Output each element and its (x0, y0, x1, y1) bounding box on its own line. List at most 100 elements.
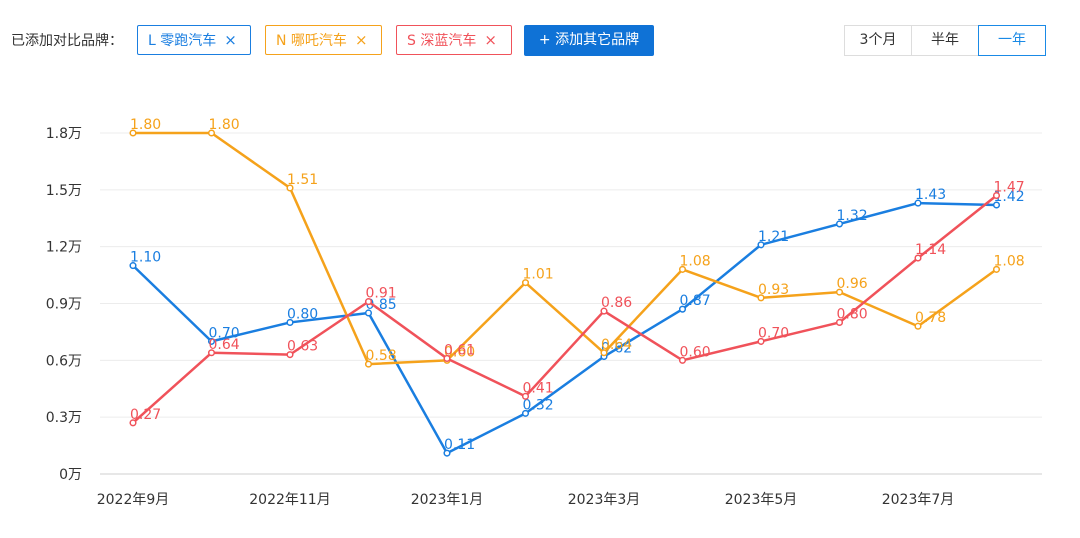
data-label: 0.64 (601, 337, 632, 353)
data-point[interactable] (286, 184, 294, 192)
data-point[interactable] (521, 392, 530, 400)
data-label: 1.42 (994, 189, 1025, 205)
data-point[interactable] (286, 318, 294, 326)
data-label: 0.70 (209, 325, 240, 341)
data-label: 1.01 (523, 267, 554, 283)
y-tick-label: 0万 (59, 467, 82, 483)
data-point[interactable] (600, 307, 608, 315)
data-label: 0.11 (444, 437, 475, 453)
compare-label: 已添加对比品牌： (11, 33, 123, 49)
x-tick-label: 2022年9月 (97, 492, 170, 508)
series-line (132, 201, 997, 455)
data-point[interactable] (207, 337, 216, 345)
series-2: 1.80 1.80 1.51 0.58 0.60 1.01 0.64 1.08 0.93 0.96… (129, 117, 1025, 368)
x-tick-label: 2023年5月 (725, 492, 798, 508)
range-3-months-button[interactable]: 3个月 (844, 25, 912, 56)
data-label: 1.08 (680, 253, 711, 269)
x-tick-label: 2023年7月 (882, 492, 955, 508)
y-tick-label: 0.3万 (46, 410, 82, 426)
x-tick-label: 2023年3月 (568, 492, 641, 508)
y-tick-label: 1.5万 (46, 183, 82, 199)
data-point[interactable] (992, 265, 1001, 273)
grid-lines (100, 132, 1042, 475)
data-point[interactable] (521, 279, 530, 287)
data-point[interactable] (443, 354, 451, 362)
data-point[interactable] (129, 262, 137, 270)
x-tick-label: 2022年11月 (249, 492, 330, 508)
close-icon[interactable]: × (484, 31, 497, 49)
data-point[interactable] (129, 419, 137, 427)
close-icon[interactable]: × (224, 31, 237, 49)
series-3: 0.27 0.64 0.63 0.91 0.61 0.41 0.86 0.60 0.70 0.80… (129, 180, 1025, 427)
data-point[interactable] (678, 265, 687, 273)
data-point[interactable] (992, 201, 1001, 209)
data-label: 1.47 (994, 180, 1025, 196)
y-tick-label: 0.9万 (46, 297, 82, 313)
data-label: 0.93 (758, 282, 789, 298)
data-point[interactable] (129, 129, 137, 137)
data-label: 0.64 (209, 337, 240, 353)
data-point[interactable] (364, 360, 373, 368)
data-point[interactable] (364, 309, 373, 317)
data-label: 1.80 (209, 117, 240, 133)
data-point[interactable] (835, 318, 844, 326)
data-label: 0.70 (758, 325, 789, 341)
data-label: 0.80 (287, 306, 318, 322)
data-label: 0.61 (444, 342, 475, 358)
data-label: 0.62 (601, 341, 632, 357)
data-point[interactable] (364, 298, 373, 306)
data-label: 0.86 (601, 295, 632, 311)
y-tick-label: 0.6万 (46, 353, 82, 369)
data-label: 0.63 (287, 339, 318, 355)
data-label: 0.60 (680, 344, 711, 360)
data-label: 0.96 (837, 276, 868, 292)
close-icon[interactable]: × (354, 31, 368, 49)
data-label: 0.78 (915, 310, 946, 326)
brand-tag-leapmotor[interactable]: L 零跑汽车 × (137, 25, 251, 55)
brand-tag-label: N 哪吒汽车 (276, 33, 347, 49)
data-label: 1.14 (915, 242, 946, 258)
data-label: 0.87 (680, 293, 711, 309)
range-one-year-button[interactable]: 一年 (978, 25, 1046, 56)
data-label: 0.60 (444, 344, 475, 360)
data-point[interactable] (914, 199, 922, 207)
x-tick-label: 2023年1月 (411, 492, 484, 508)
data-label: 0.27 (130, 407, 161, 423)
series-line (132, 194, 998, 424)
data-point[interactable] (757, 241, 765, 249)
y-axis-tick-labels: 0万 0.3万 0.6万 0.9万 1.2万 1.5万 1.8万 (46, 126, 82, 483)
data-label: 1.10 (130, 250, 161, 266)
data-point[interactable] (757, 337, 765, 345)
data-label: 0.58 (366, 348, 397, 364)
add-brand-button[interactable]: + 添加其它品牌 (524, 25, 654, 56)
data-label: 0.41 (523, 380, 554, 396)
brand-tag-neta[interactable]: N 哪吒汽车 × (265, 25, 382, 55)
data-point[interactable] (757, 294, 765, 302)
brand-tag-label: S 深蓝汽车 (407, 33, 477, 49)
data-point[interactable] (521, 409, 530, 417)
data-label: 1.08 (994, 253, 1025, 269)
x-axis-tick-labels: 2022年9月 2022年11月 2023年1月 2023年3月 2023年5月 2023… (97, 492, 955, 508)
data-point[interactable] (286, 351, 294, 359)
data-point[interactable] (207, 349, 216, 357)
data-label: 0.32 (523, 397, 554, 413)
data-point[interactable] (992, 191, 1001, 200)
data-label: 1.32 (837, 208, 868, 224)
brand-tag-label: L 零跑汽车 (148, 33, 217, 49)
data-point[interactable] (678, 305, 687, 313)
y-tick-label: 1.8万 (46, 126, 82, 142)
top-toolbar: 已添加对比品牌： L 零跑汽车 × N 哪吒汽车 × S 深蓝汽车 × + 添加其它品… (0, 0, 1080, 80)
data-point[interactable] (600, 349, 608, 357)
data-label: 1.51 (287, 172, 318, 188)
data-label: 0.80 (837, 306, 868, 322)
brand-tag-deepal[interactable]: S 深蓝汽车 × (396, 25, 512, 55)
data-point[interactable] (835, 288, 844, 296)
data-point[interactable] (207, 129, 216, 137)
data-point[interactable] (678, 356, 687, 364)
range-half-year-button[interactable]: 半年 (911, 25, 979, 56)
data-point[interactable] (443, 449, 451, 457)
data-point[interactable] (835, 220, 844, 228)
data-point[interactable] (914, 254, 922, 262)
data-label: 1.43 (915, 187, 946, 203)
data-point[interactable] (914, 322, 922, 330)
